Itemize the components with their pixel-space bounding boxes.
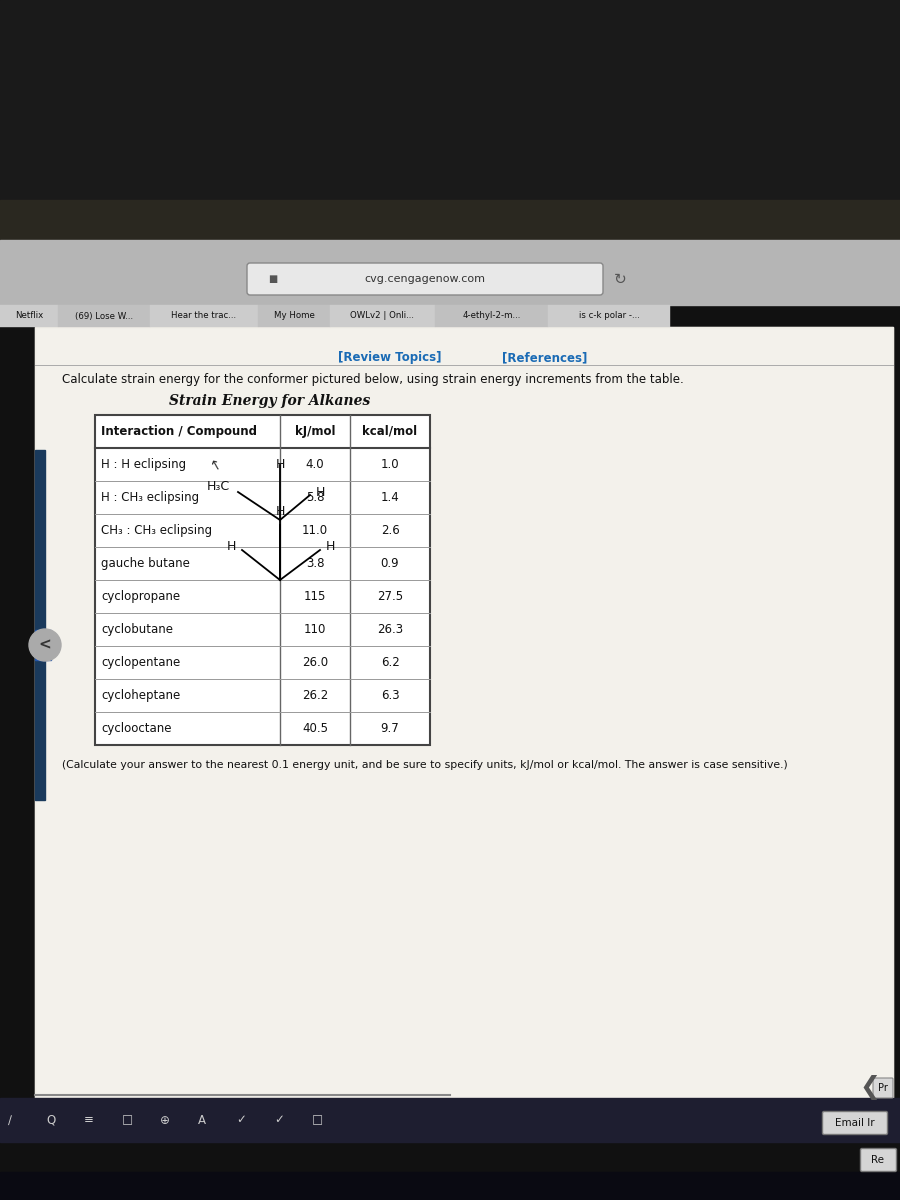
Text: [References]: [References] xyxy=(502,352,588,365)
Text: □: □ xyxy=(312,1114,323,1127)
Bar xyxy=(0,200,900,240)
Bar xyxy=(435,305,548,326)
Text: H: H xyxy=(227,540,236,552)
Text: 110: 110 xyxy=(304,623,326,636)
FancyBboxPatch shape xyxy=(860,1148,896,1171)
Bar xyxy=(0,305,58,326)
Bar xyxy=(150,305,258,326)
Text: H : H eclipsing: H : H eclipsing xyxy=(101,458,186,470)
Text: 1.4: 1.4 xyxy=(381,491,400,504)
Text: 3.8: 3.8 xyxy=(306,557,324,570)
Text: H: H xyxy=(316,486,326,498)
Bar xyxy=(0,1172,900,1200)
Bar xyxy=(548,305,670,326)
Text: Strain Energy for Alkanes: Strain Energy for Alkanes xyxy=(169,394,371,408)
Text: A: A xyxy=(198,1114,206,1127)
Text: 6.3: 6.3 xyxy=(381,689,400,702)
Bar xyxy=(95,415,430,745)
Bar xyxy=(0,1098,900,1142)
Text: (69) Lose W...: (69) Lose W... xyxy=(75,312,133,320)
Text: □: □ xyxy=(122,1114,133,1127)
Text: H: H xyxy=(326,540,336,552)
Text: [Review Topics]: [Review Topics] xyxy=(338,352,442,365)
Text: 115: 115 xyxy=(304,590,326,602)
Text: My Home: My Home xyxy=(274,312,314,320)
FancyBboxPatch shape xyxy=(247,263,603,295)
Text: cyclooctane: cyclooctane xyxy=(101,722,172,734)
Text: 6.2: 6.2 xyxy=(381,656,400,670)
Text: OWLv2 | Onli...: OWLv2 | Onli... xyxy=(350,312,415,320)
Text: ↖: ↖ xyxy=(208,457,222,473)
Text: Calculate strain energy for the conformer pictured below, using strain energy in: Calculate strain energy for the conforme… xyxy=(62,373,684,386)
Bar xyxy=(330,305,435,326)
Bar xyxy=(35,326,893,1145)
Text: kJ/mol: kJ/mol xyxy=(295,425,335,438)
Text: ≡: ≡ xyxy=(84,1114,94,1127)
Bar xyxy=(35,630,51,660)
Text: kcal/mol: kcal/mol xyxy=(363,425,418,438)
Text: 0.9: 0.9 xyxy=(381,557,400,570)
Text: ✓: ✓ xyxy=(274,1114,284,1127)
Text: Interaction / Compound: Interaction / Compound xyxy=(101,425,257,438)
Text: H: H xyxy=(275,505,284,518)
Text: cvg.cengagenow.com: cvg.cengagenow.com xyxy=(364,274,485,284)
Text: ■: ■ xyxy=(268,274,277,284)
Text: ❮: ❮ xyxy=(860,1075,880,1100)
Text: 11.0: 11.0 xyxy=(302,524,328,538)
Text: H : CH₃ eclipsing: H : CH₃ eclipsing xyxy=(101,491,199,504)
Bar xyxy=(35,450,45,800)
Text: ∕: ∕ xyxy=(8,1114,12,1127)
Text: 27.5: 27.5 xyxy=(377,590,403,602)
Text: ✓: ✓ xyxy=(236,1114,246,1127)
Text: ↻: ↻ xyxy=(614,271,626,287)
Bar xyxy=(0,0,900,200)
Text: cyclobutane: cyclobutane xyxy=(101,623,173,636)
Text: (Calculate your answer to the nearest 0.1 energy unit, and be sure to specify un: (Calculate your answer to the nearest 0.… xyxy=(62,760,788,770)
Text: 26.3: 26.3 xyxy=(377,623,403,636)
Text: 40.5: 40.5 xyxy=(302,722,328,734)
Text: gauche butane: gauche butane xyxy=(101,557,190,570)
Text: <: < xyxy=(39,637,51,653)
Bar xyxy=(35,326,893,1145)
Text: cyclopropane: cyclopropane xyxy=(101,590,180,602)
Text: Re: Re xyxy=(871,1154,885,1165)
Bar xyxy=(58,305,150,326)
Text: Email Ir: Email Ir xyxy=(835,1118,875,1128)
Text: 4.0: 4.0 xyxy=(306,458,324,470)
Text: CH₃ : CH₃ eclipsing: CH₃ : CH₃ eclipsing xyxy=(101,524,212,538)
Circle shape xyxy=(29,629,61,661)
Text: H₃C: H₃C xyxy=(207,480,230,493)
Text: 5.8: 5.8 xyxy=(306,491,324,504)
Text: Pr: Pr xyxy=(878,1082,888,1093)
Text: 26.2: 26.2 xyxy=(302,689,328,702)
Text: ⊕: ⊕ xyxy=(160,1114,170,1127)
Bar xyxy=(258,305,330,326)
Bar xyxy=(0,1142,900,1200)
Text: 2.6: 2.6 xyxy=(381,524,400,538)
Text: 4-ethyl-2-m...: 4-ethyl-2-m... xyxy=(463,312,521,320)
Text: 9.7: 9.7 xyxy=(381,722,400,734)
Text: Netflix: Netflix xyxy=(15,312,43,320)
FancyBboxPatch shape xyxy=(873,1078,893,1098)
Text: Q: Q xyxy=(46,1114,55,1127)
Text: H: H xyxy=(275,458,284,470)
Text: 1.0: 1.0 xyxy=(381,458,400,470)
Bar xyxy=(0,240,900,305)
Text: cycloheptane: cycloheptane xyxy=(101,689,180,702)
Text: Hear the trac...: Hear the trac... xyxy=(171,312,237,320)
Text: 26.0: 26.0 xyxy=(302,656,328,670)
FancyBboxPatch shape xyxy=(823,1111,887,1134)
Text: cyclopentane: cyclopentane xyxy=(101,656,180,670)
Text: is c-k polar -...: is c-k polar -... xyxy=(579,312,639,320)
